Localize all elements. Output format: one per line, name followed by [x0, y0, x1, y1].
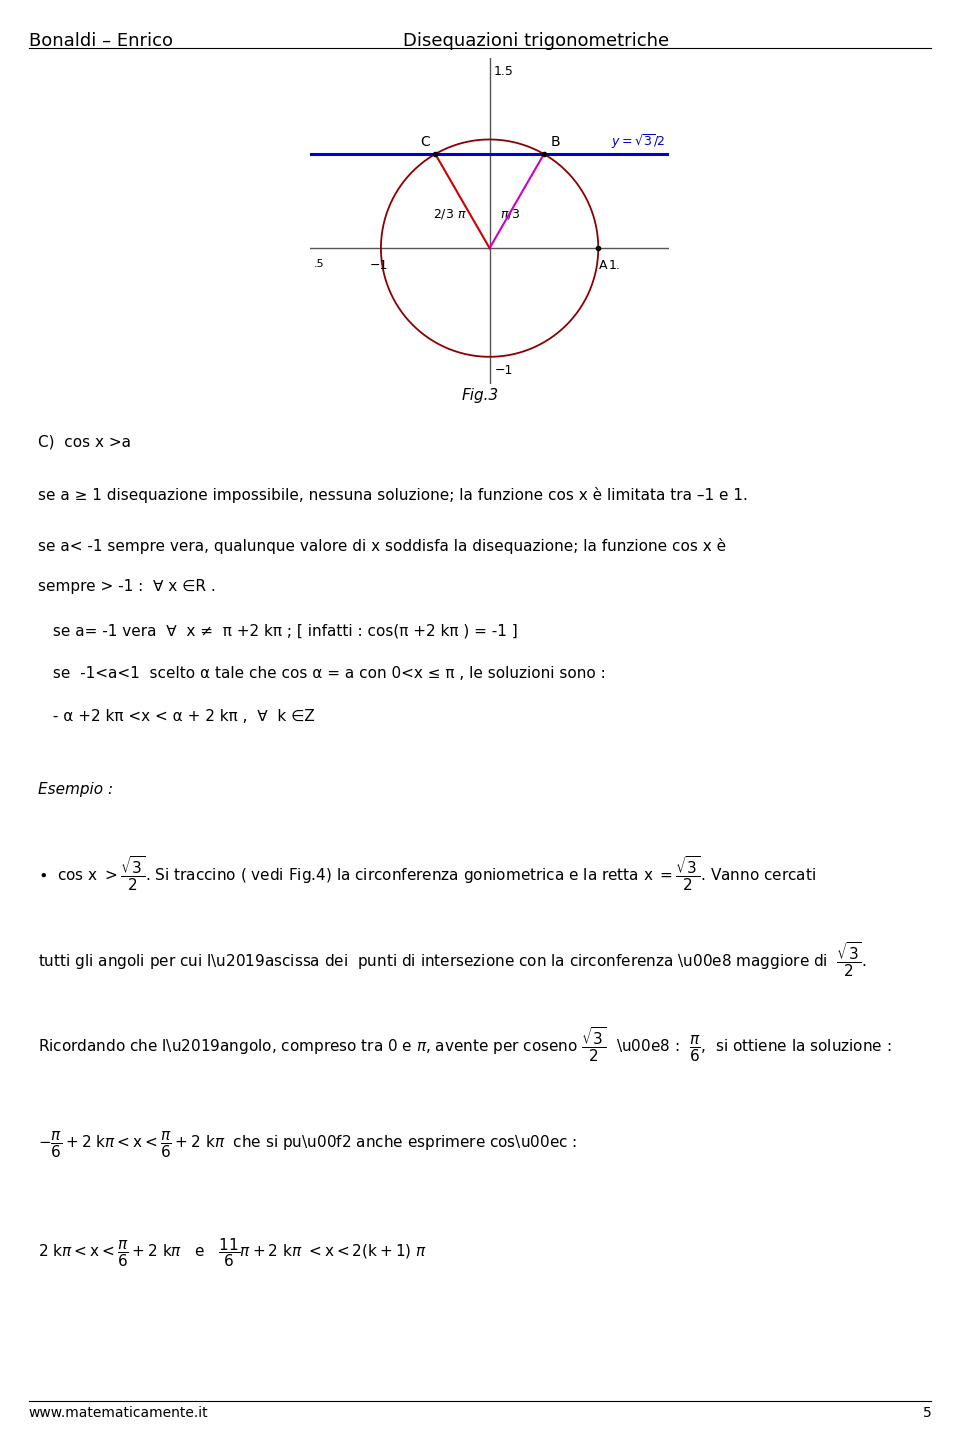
- Text: se  -1<a<1  scelto α tale che cos α = a con 0<x ≤ π , le soluzioni sono :: se -1<a<1 scelto α tale che cos α = a co…: [48, 667, 606, 681]
- Text: $- \dfrac{\pi}{6}+2\ \mathrm{k}\pi <\mathrm{x}< \dfrac{\pi}{6}+2\ \mathrm{k}\pi$: $- \dfrac{\pi}{6}+2\ \mathrm{k}\pi <\mat…: [38, 1130, 578, 1161]
- Text: A: A: [599, 259, 608, 272]
- Text: Fig.3: Fig.3: [462, 388, 498, 403]
- Text: Bonaldi – Enrico: Bonaldi – Enrico: [29, 32, 173, 49]
- Text: - α +2 kπ <x < α + 2 kπ ,  ∀  k ∈Z: - α +2 kπ <x < α + 2 kπ , ∀ k ∈Z: [48, 709, 315, 723]
- Text: $2/3\ \pi$: $2/3\ \pi$: [433, 207, 467, 222]
- Text: 1.5: 1.5: [494, 65, 514, 77]
- Text: se a ≥ 1 disequazione impossibile, nessuna soluzione; la funzione cos x è limita: se a ≥ 1 disequazione impossibile, nessu…: [38, 487, 748, 503]
- Text: $y = \sqrt{3}/2$: $y = \sqrt{3}/2$: [612, 132, 665, 151]
- Text: Esempio :: Esempio :: [38, 781, 113, 797]
- Text: 1.: 1.: [610, 259, 621, 272]
- Text: −1: −1: [495, 365, 514, 377]
- Text: tutti gli angoli per cui l\u2019ascissa dei  punti di intersezione con la circon: tutti gli angoli per cui l\u2019ascissa …: [38, 940, 868, 978]
- Text: se a< -1 sempre vera, qualunque valore di x soddisfa la disequazione; la funzion: se a< -1 sempre vera, qualunque valore d…: [38, 538, 727, 554]
- Text: Ricordando che l\u2019angolo, compreso tra 0 e $\pi$, avente per coseno $\dfrac{: Ricordando che l\u2019angolo, compreso t…: [38, 1024, 892, 1064]
- Text: sempre > -1 :  ∀ x ∈R .: sempre > -1 : ∀ x ∈R .: [38, 578, 216, 594]
- Text: Disequazioni trigonometriche: Disequazioni trigonometriche: [403, 32, 669, 49]
- Text: .5: .5: [314, 259, 324, 270]
- Text: $2\ \mathrm{k}\pi <\mathrm{x}< \dfrac{\pi}{6}+2\ \mathrm{k}\pi$   e   $\dfrac{11: $2\ \mathrm{k}\pi <\mathrm{x}< \dfrac{\p…: [38, 1236, 427, 1269]
- Text: −1: −1: [370, 259, 388, 272]
- Text: C)  cos x >a: C) cos x >a: [38, 435, 132, 449]
- Text: $\bullet$  cos x $> \dfrac{\sqrt{3}}{2}$. Si traccino ( vedi Fig.4) la circonfer: $\bullet$ cos x $> \dfrac{\sqrt{3}}{2}$.…: [38, 855, 816, 894]
- Text: www.matematicamente.it: www.matematicamente.it: [29, 1406, 208, 1420]
- Text: $\pi/3$: $\pi/3$: [500, 207, 521, 222]
- Text: C: C: [420, 135, 430, 149]
- Text: se a= -1 vera  ∀  x ≠  π +2 kπ ; [ infatti : cos(π +2 kπ ) = -1 ]: se a= -1 vera ∀ x ≠ π +2 kπ ; [ infatti …: [48, 623, 517, 639]
- Text: 5: 5: [923, 1406, 931, 1420]
- Text: B: B: [550, 135, 560, 149]
